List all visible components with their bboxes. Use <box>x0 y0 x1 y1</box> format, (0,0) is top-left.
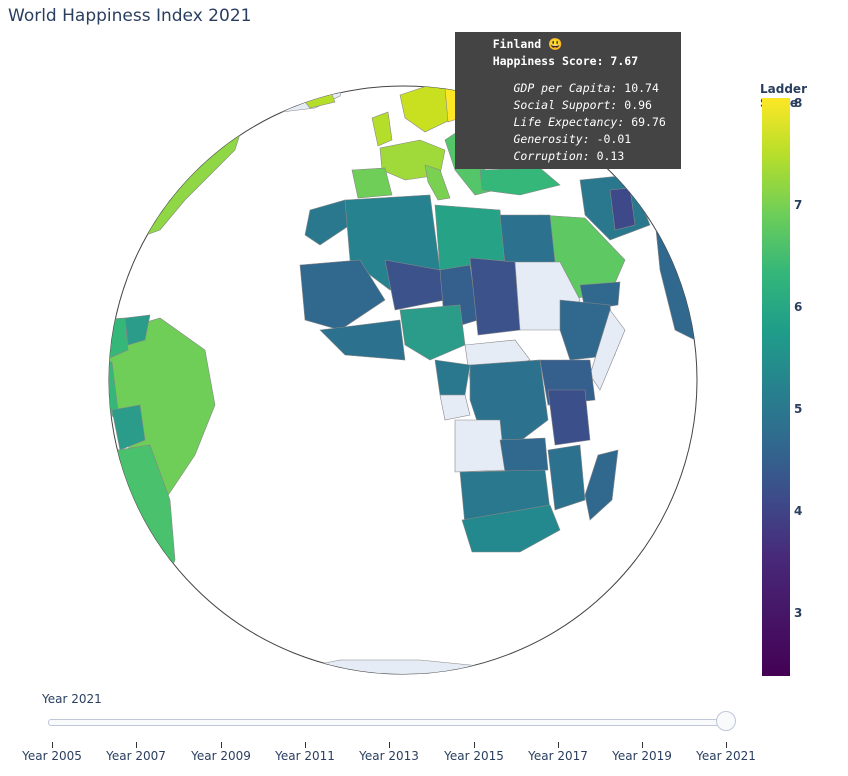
tooltip-social-label: Social Support <box>513 98 611 112</box>
slider-tick <box>221 742 222 748</box>
cameroon <box>434 359 471 396</box>
year-slider-track[interactable] <box>48 719 730 726</box>
tooltip-gdp-label: GDP per Capita <box>513 81 611 95</box>
uk <box>371 111 393 147</box>
afghanistan <box>609 187 636 231</box>
slider-tick <box>642 742 643 748</box>
colorbar <box>762 98 790 676</box>
gabon <box>439 394 471 421</box>
tooltip-emoji: 😃 <box>548 37 563 51</box>
slider-tick <box>136 742 137 748</box>
slider-tick <box>305 742 306 748</box>
morocco <box>304 199 351 246</box>
tooltip-corruption-label: Corruption <box>513 149 583 163</box>
italy <box>424 164 451 201</box>
iberia <box>351 167 393 199</box>
colorbar-tick-3: 3 <box>794 606 803 620</box>
venezuela <box>124 314 151 346</box>
slider-current-label: Year 2021 <box>42 692 102 706</box>
chart-title: World Happiness Index 2021 <box>8 6 252 26</box>
colorbar-tick-5: 5 <box>794 402 803 416</box>
slider-step-2017[interactable]: Year 2017 <box>528 749 588 763</box>
slider-step-2005[interactable]: Year 2005 <box>22 749 82 763</box>
zambia <box>499 437 549 473</box>
tanzania <box>547 389 591 446</box>
slider-step-2015[interactable]: Year 2015 <box>444 749 504 763</box>
south-africa <box>461 504 561 553</box>
somalia <box>589 309 626 391</box>
madagascar <box>584 449 619 521</box>
slider-step-2011[interactable]: Year 2011 <box>275 749 335 763</box>
central-america <box>109 279 121 321</box>
tooltip-generosity-value: -0.01 <box>596 132 632 146</box>
tooltip-gdp-value: 10.74 <box>624 81 659 95</box>
tooltip-happiness-value: 7.67 <box>610 54 639 68</box>
tooltip-country: Finland <box>492 37 542 51</box>
brazil <box>109 317 216 501</box>
tooltip-social-value: 0.96 <box>624 98 652 112</box>
colorbar-tick-7: 7 <box>794 198 803 212</box>
tooltip-life-label: Life Expectancy <box>513 115 618 129</box>
nigeria <box>399 304 466 361</box>
slider-tick <box>52 742 53 748</box>
sudan <box>469 257 521 336</box>
slider-tick <box>474 742 475 748</box>
west-coast <box>319 319 406 361</box>
slider-step-2009[interactable]: Year 2009 <box>191 749 251 763</box>
slider-step-2021[interactable]: Year 2021 <box>696 749 756 763</box>
angola <box>454 419 506 473</box>
tooltip-corruption-value: 0.13 <box>596 149 625 163</box>
antarctica <box>289 659 521 674</box>
slider-step-2019[interactable]: Year 2019 <box>612 749 672 763</box>
mozambique <box>547 444 586 511</box>
tooltip-generosity-label: Generosity <box>513 132 583 146</box>
egypt <box>499 214 556 266</box>
sahel-west <box>299 259 386 331</box>
tooltip-happiness-label: Happiness Score <box>492 54 597 68</box>
slider-tick <box>389 742 390 748</box>
slider-tick <box>726 742 727 748</box>
slider-tick <box>558 742 559 748</box>
hover-tooltip: Finland 😃 Happiness Score: 7.67 GDP per … <box>455 32 681 169</box>
colorbar-tick-6: 6 <box>794 300 803 314</box>
colorbar-tick-8: 8 <box>794 96 803 110</box>
bolivia <box>111 404 146 451</box>
year-slider-handle[interactable] <box>716 711 736 731</box>
slider-step-2007[interactable]: Year 2007 <box>106 749 166 763</box>
tooltip-life-value: 69.76 <box>631 115 666 129</box>
slider-step-2013[interactable]: Year 2013 <box>359 749 419 763</box>
colorbar-tick-4: 4 <box>794 504 803 518</box>
